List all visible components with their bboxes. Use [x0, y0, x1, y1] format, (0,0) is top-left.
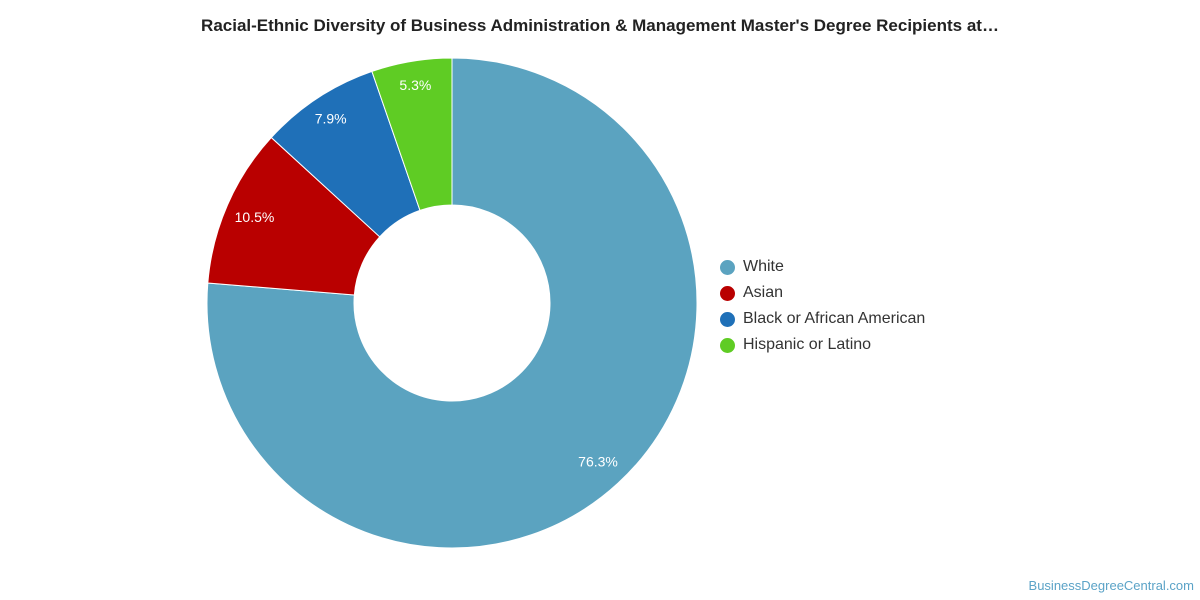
legend-item-white[interactable]: White: [720, 254, 925, 280]
slice-label-asian: 10.5%: [235, 209, 275, 225]
legend-label-asian: Asian: [743, 284, 784, 301]
source-link[interactable]: BusinessDegreeCentral.com: [1028, 578, 1194, 593]
slice-asian[interactable]: [207, 136, 381, 296]
slice-label-hispanic-or-latino: 5.3%: [399, 77, 431, 93]
legend-label-white: White: [743, 258, 784, 275]
slice-label-white: 76.3%: [578, 453, 618, 469]
legend-item-black-or-african-american[interactable]: Black or African American: [720, 306, 925, 332]
slice-hispanic-or-latino[interactable]: [371, 57, 453, 212]
legend-item-hispanic-or-latino[interactable]: Hispanic or Latino: [720, 332, 925, 358]
legend-label-black-or-african-american: Black or African American: [743, 310, 926, 327]
slice-white[interactable]: [206, 57, 698, 549]
chart-title: Racial-Ethnic Diversity of Business Admi…: [201, 16, 999, 35]
legend-label-hispanic-or-latino: Hispanic or Latino: [743, 336, 872, 353]
legend: White Asian Black or African American Hi…: [720, 254, 925, 358]
slice-label-black-or-african-american: 7.9%: [315, 110, 347, 126]
legend-swatch-white: [720, 259, 735, 275]
legend-swatch-black-or-african-american: [720, 311, 735, 327]
legend-item-asian[interactable]: Asian: [720, 280, 925, 306]
legend-swatch-asian: [720, 285, 735, 301]
legend-swatch-hispanic-or-latino: [720, 337, 735, 353]
